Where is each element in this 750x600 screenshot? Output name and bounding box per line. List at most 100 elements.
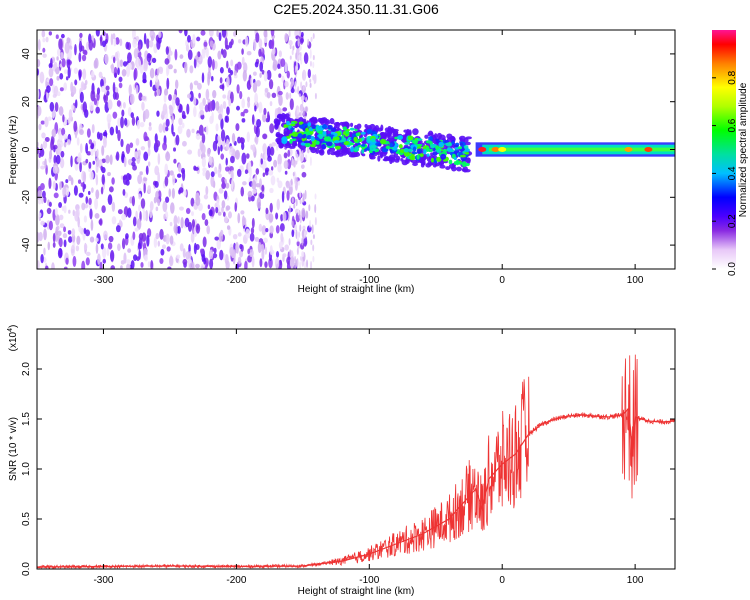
spectral-blob bbox=[178, 104, 183, 113]
spectral-blob bbox=[79, 32, 83, 38]
spectral-blob bbox=[106, 90, 110, 96]
spectral-blob bbox=[73, 185, 78, 196]
spectral-blob bbox=[251, 255, 255, 268]
spectral-blob bbox=[160, 248, 165, 256]
spectral-blob bbox=[93, 98, 98, 106]
colorbar-gradient bbox=[712, 30, 736, 269]
spectral-blob bbox=[63, 266, 68, 269]
spectral-blob bbox=[75, 245, 80, 252]
spectral-blob bbox=[149, 67, 155, 79]
spectral-blob bbox=[301, 237, 304, 246]
spectral-blob bbox=[90, 149, 94, 156]
spectral-blob bbox=[173, 215, 178, 227]
spectral-blob bbox=[169, 170, 174, 176]
spectral-blob bbox=[208, 156, 213, 166]
spectral-blob bbox=[193, 242, 197, 255]
spectral-blob bbox=[229, 145, 234, 153]
spectral-blob bbox=[169, 105, 174, 117]
spectral-blob bbox=[314, 193, 317, 200]
spectral-blob bbox=[301, 251, 305, 258]
spectral-blob bbox=[321, 143, 326, 150]
spectral-blob bbox=[177, 163, 182, 173]
spectral-peak bbox=[491, 147, 500, 152]
spectral-blob bbox=[132, 231, 136, 241]
spectral-blob bbox=[309, 156, 312, 167]
spectral-blob bbox=[90, 219, 94, 231]
x-tick-label: 0 bbox=[499, 575, 505, 586]
spectral-blob bbox=[386, 156, 393, 162]
spectral-blob bbox=[149, 79, 153, 88]
spectral-blob bbox=[164, 163, 169, 176]
spectral-blob bbox=[416, 138, 423, 141]
spectral-blob bbox=[298, 54, 301, 60]
spectral-blob bbox=[302, 225, 306, 231]
spectral-blob bbox=[251, 114, 255, 125]
spectral-blob bbox=[101, 145, 105, 156]
spectral-blob bbox=[127, 248, 132, 253]
spectral-blob bbox=[121, 109, 125, 117]
y-tick-label: 0 bbox=[21, 146, 32, 152]
spectral-blob bbox=[348, 154, 356, 158]
spectral-blob bbox=[80, 182, 84, 187]
spectral-blob bbox=[81, 202, 86, 211]
spectral-blob bbox=[157, 190, 162, 200]
spectral-blob bbox=[67, 117, 71, 125]
spectral-blob bbox=[295, 160, 298, 165]
spectral-blob bbox=[219, 84, 225, 90]
spectral-blob bbox=[154, 180, 159, 188]
spectral-blob bbox=[44, 158, 47, 169]
spectral-blob bbox=[142, 71, 147, 84]
spectral-blob bbox=[137, 149, 141, 157]
spectral-blob bbox=[140, 262, 144, 268]
spectral-blob bbox=[53, 61, 58, 69]
spectral-blob bbox=[233, 249, 236, 259]
spectral-blob bbox=[307, 68, 311, 79]
spectral-blob bbox=[300, 242, 305, 250]
spectral-blob bbox=[334, 140, 340, 144]
spectral-blob bbox=[408, 148, 413, 153]
spectral-blob bbox=[266, 111, 270, 121]
spectral-blob bbox=[179, 243, 184, 252]
spectral-blob bbox=[465, 136, 472, 140]
spectral-blob bbox=[137, 41, 142, 52]
spectral-blob bbox=[65, 179, 69, 184]
spectral-blob bbox=[202, 170, 206, 177]
spectral-blob bbox=[129, 93, 135, 105]
spectral-blob bbox=[271, 47, 276, 56]
snr-x-ticks: -300 -200 -100 0 100 bbox=[93, 329, 644, 586]
spectral-blob bbox=[426, 153, 430, 157]
spectral-blob bbox=[438, 141, 444, 148]
spectral-blob bbox=[68, 175, 72, 182]
spectral-blob bbox=[121, 238, 126, 250]
spectral-blob bbox=[279, 142, 284, 149]
spectral-blob bbox=[265, 207, 269, 215]
spectral-blob bbox=[277, 163, 282, 173]
spectral-blob bbox=[275, 212, 279, 220]
spectral-blob bbox=[40, 165, 46, 170]
spectral-blob bbox=[40, 253, 44, 264]
spectral-blob bbox=[60, 150, 65, 158]
spectral-blob bbox=[43, 196, 47, 204]
spectral-blob bbox=[58, 201, 63, 208]
spectral-blob bbox=[284, 170, 288, 175]
spectral-blob bbox=[173, 68, 177, 74]
spectral-blob bbox=[275, 250, 280, 258]
spectral-blob bbox=[315, 147, 320, 154]
spectral-blob bbox=[240, 186, 245, 197]
spectral-blob bbox=[40, 120, 45, 125]
spectral-blob bbox=[146, 234, 150, 247]
spectral-blob bbox=[76, 157, 82, 163]
spectral-blob bbox=[259, 258, 263, 268]
spectral-blob bbox=[455, 161, 463, 165]
spectral-blob bbox=[226, 76, 230, 88]
spectral-blob bbox=[198, 92, 201, 99]
spectral-peak bbox=[498, 147, 507, 152]
spectral-blob bbox=[209, 100, 213, 112]
colorbar-label: Normalized spectral amplitude bbox=[738, 82, 749, 217]
spectral-blob bbox=[430, 143, 436, 149]
spectral-blob bbox=[138, 204, 141, 212]
spectral-blob bbox=[250, 227, 255, 235]
spectral-blob bbox=[196, 82, 202, 90]
spectral-blob bbox=[53, 154, 57, 165]
spectral-blob bbox=[404, 142, 410, 145]
